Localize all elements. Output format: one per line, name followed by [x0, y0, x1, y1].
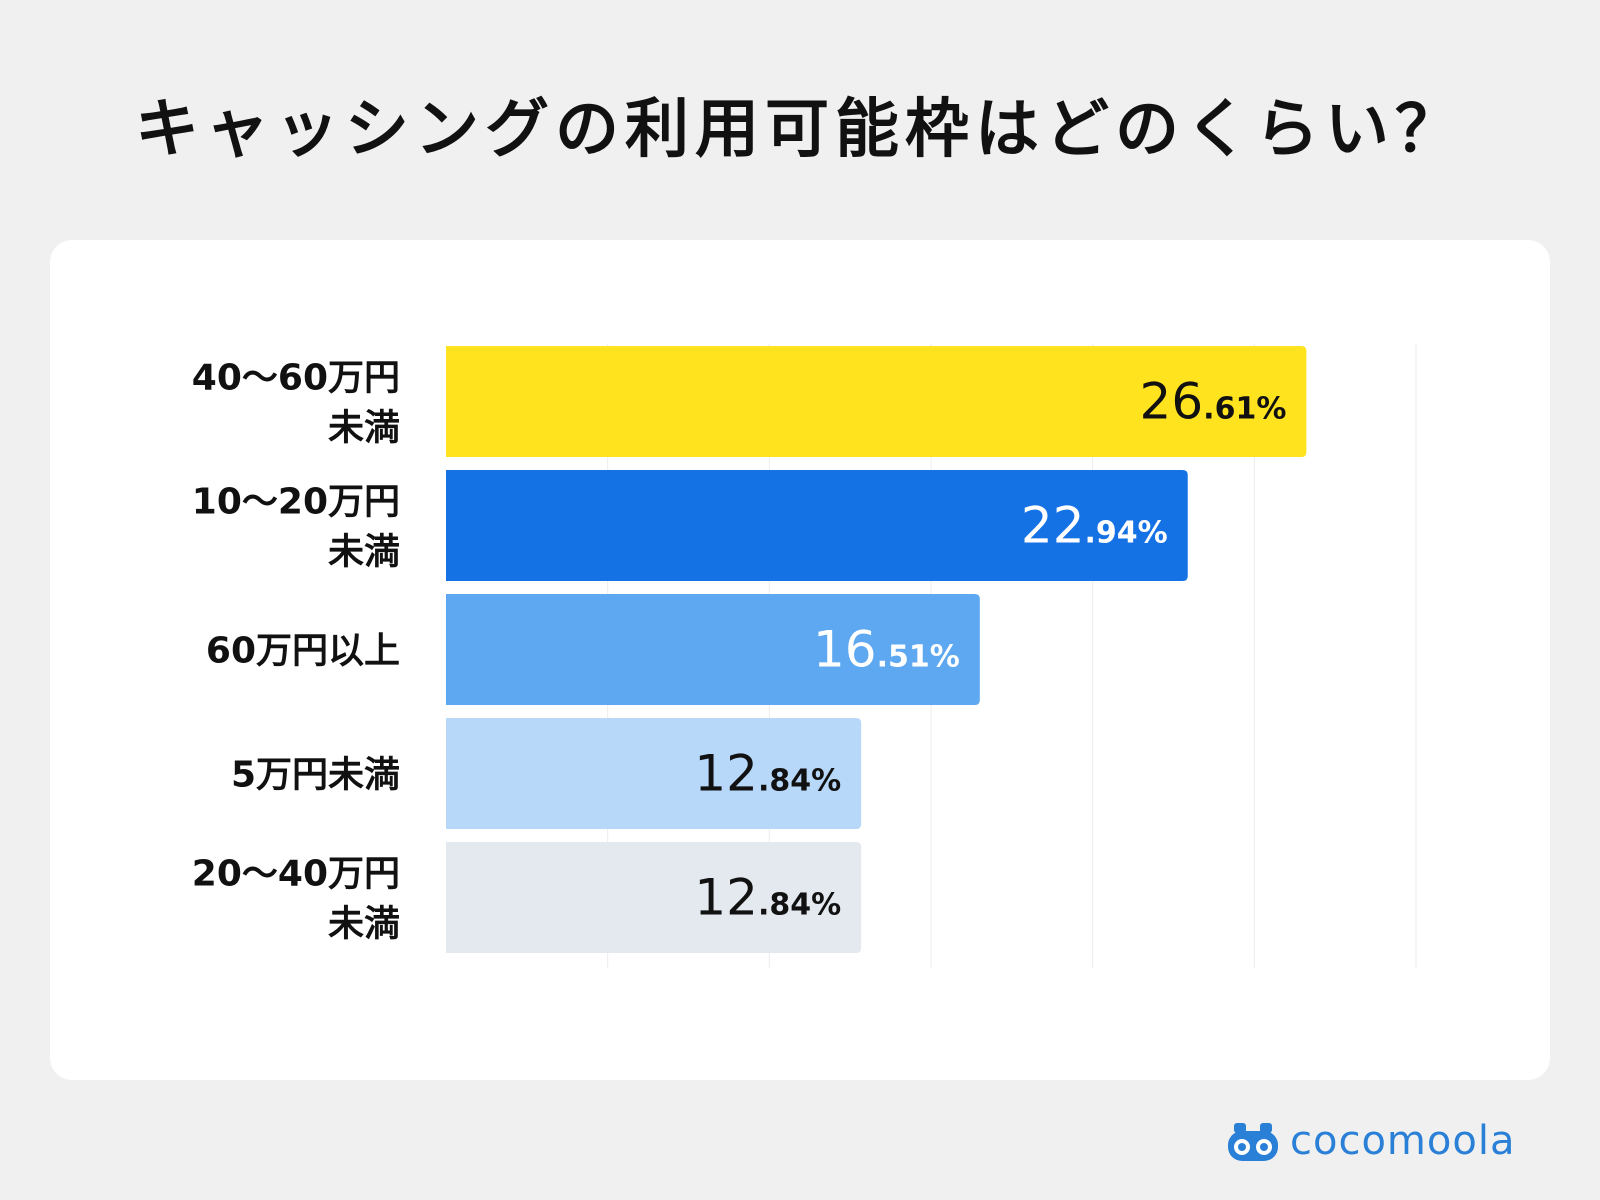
chart-card: 40〜60万円未満 26.61% 10〜20万円未満 22.94% 60万円以上 16.5…: [50, 240, 1550, 1080]
data-label: 12.84%: [694, 745, 841, 803]
bar: [446, 594, 980, 705]
bar: [446, 718, 862, 829]
category-label: 20〜40万円未満: [192, 854, 400, 945]
category-label: 40〜60万円未満: [192, 358, 400, 449]
bar: [446, 346, 1307, 457]
category-label: 5万円未満: [231, 755, 400, 796]
bar: [446, 470, 1188, 581]
data-label: 12.84%: [694, 869, 841, 927]
bar-chart: 40〜60万円未満 26.61% 10〜20万円未満 22.94% 60万円以上 16.5…: [192, 344, 1417, 968]
bar: [446, 842, 862, 953]
brand-logo: cocomoola: [1226, 1118, 1515, 1164]
brand-name: cocomoola: [1290, 1118, 1516, 1164]
chart-title: キャッシングの利用可能枠はどのくらい？: [135, 93, 1465, 167]
category-label: 10〜20万円未満: [192, 482, 400, 573]
data-label: 22.94%: [1021, 497, 1168, 555]
category-label: 60万円以上: [206, 631, 400, 672]
data-label: 16.51%: [813, 621, 960, 679]
data-label: 26.61%: [1140, 373, 1287, 431]
binoculars-logo-icon: [1228, 1123, 1278, 1161]
